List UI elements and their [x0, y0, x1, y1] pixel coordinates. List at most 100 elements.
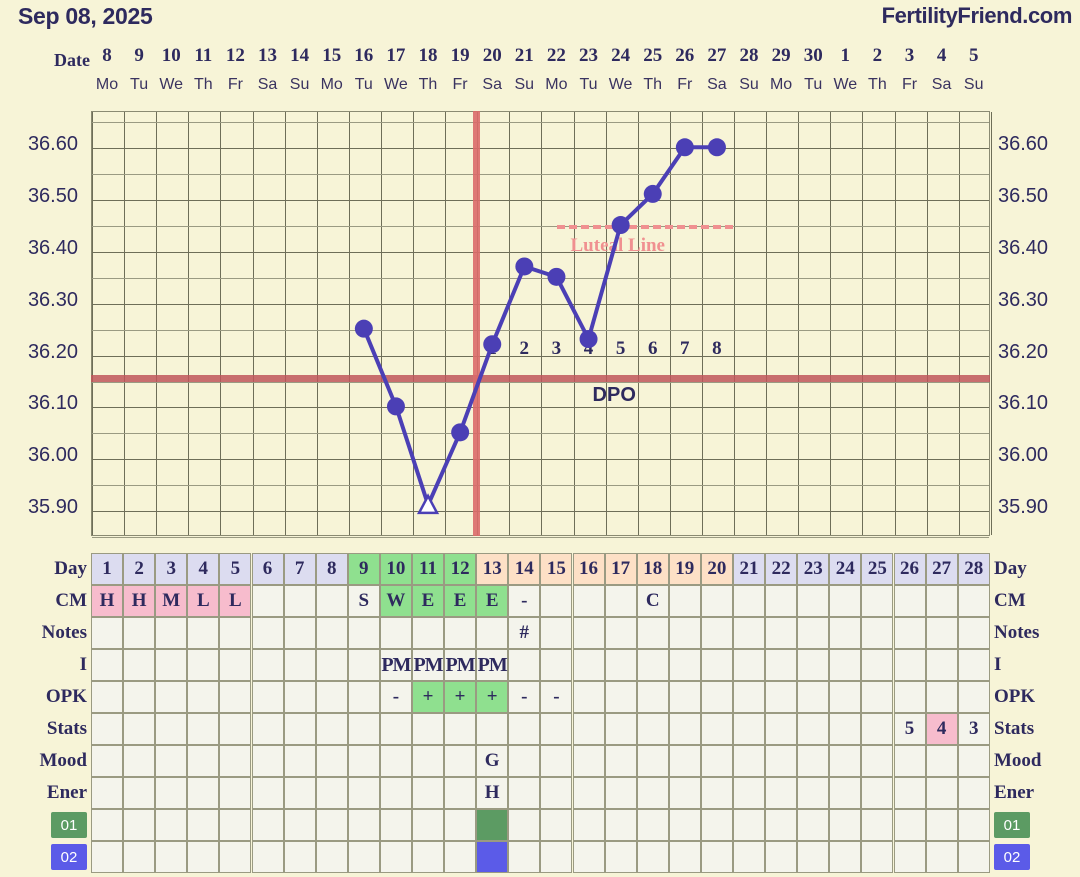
- cm-cell[interactable]: [765, 585, 798, 617]
- opk-cell[interactable]: [251, 681, 284, 713]
- energy-cell[interactable]: [412, 777, 444, 809]
- energy-cell[interactable]: [604, 777, 637, 809]
- band02-cell[interactable]: [251, 841, 284, 873]
- notes-cell[interactable]: [476, 617, 509, 649]
- band01-cell[interactable]: [187, 809, 220, 841]
- day-cell[interactable]: 26: [893, 553, 926, 585]
- cm-cell[interactable]: [251, 585, 284, 617]
- cm-cell[interactable]: [700, 585, 733, 617]
- opk-cell[interactable]: [765, 681, 798, 713]
- energy-cell[interactable]: [572, 777, 605, 809]
- opk-cell[interactable]: -: [379, 681, 412, 713]
- mood-cell[interactable]: [508, 745, 541, 777]
- bbt-point-discarded[interactable]: [416, 493, 440, 515]
- band01-cell[interactable]: [315, 809, 348, 841]
- day-cell[interactable]: 8: [315, 553, 348, 585]
- band02-cell[interactable]: [668, 841, 701, 873]
- intercourse-cell[interactable]: [315, 649, 348, 681]
- opk-cell[interactable]: [604, 681, 637, 713]
- notes-cell[interactable]: [636, 617, 669, 649]
- day-cell[interactable]: 13: [476, 553, 509, 585]
- mood-cell[interactable]: [379, 745, 412, 777]
- notes-cell[interactable]: [379, 617, 412, 649]
- stats-cell[interactable]: [476, 713, 509, 745]
- notes-cell[interactable]: [444, 617, 477, 649]
- band01-cell[interactable]: [700, 809, 733, 841]
- energy-cell[interactable]: [636, 777, 669, 809]
- energy-cell[interactable]: [219, 777, 252, 809]
- notes-cell[interactable]: [187, 617, 220, 649]
- intercourse-cell[interactable]: [91, 649, 123, 681]
- mood-cell[interactable]: [572, 745, 605, 777]
- opk-cell[interactable]: [893, 681, 926, 713]
- stats-cell[interactable]: [797, 713, 830, 745]
- band01-cell[interactable]: [444, 809, 477, 841]
- stats-cell[interactable]: [540, 713, 573, 745]
- opk-cell[interactable]: [733, 681, 765, 713]
- intercourse-cell[interactable]: [251, 649, 284, 681]
- cm-cell[interactable]: W: [379, 585, 412, 617]
- day-cell[interactable]: 24: [829, 553, 862, 585]
- band02-cell[interactable]: [155, 841, 188, 873]
- notes-cell[interactable]: [765, 617, 798, 649]
- intercourse-cell[interactable]: [123, 649, 156, 681]
- mood-cell[interactable]: [861, 745, 894, 777]
- band02-cell[interactable]: [219, 841, 252, 873]
- band02-cell[interactable]: [444, 841, 477, 873]
- band02-cell[interactable]: [829, 841, 862, 873]
- energy-cell[interactable]: [347, 777, 380, 809]
- band02-cell[interactable]: [123, 841, 156, 873]
- notes-cell[interactable]: [700, 617, 733, 649]
- stats-cell[interactable]: [765, 713, 798, 745]
- bbt-point[interactable]: [354, 319, 373, 338]
- stats-cell[interactable]: [283, 713, 316, 745]
- intercourse-cell[interactable]: [925, 649, 958, 681]
- stats-cell[interactable]: [219, 713, 252, 745]
- notes-cell[interactable]: #: [508, 617, 541, 649]
- notes-cell[interactable]: [604, 617, 637, 649]
- stats-cell[interactable]: [347, 713, 380, 745]
- bbt-point[interactable]: [386, 397, 405, 416]
- energy-cell[interactable]: [668, 777, 701, 809]
- intercourse-cell[interactable]: [700, 649, 733, 681]
- band02-cell[interactable]: [508, 841, 541, 873]
- band01-cell[interactable]: [476, 809, 509, 841]
- intercourse-cell[interactable]: [187, 649, 220, 681]
- opk-cell[interactable]: [187, 681, 220, 713]
- opk-cell[interactable]: [91, 681, 123, 713]
- intercourse-cell[interactable]: [283, 649, 316, 681]
- stats-cell[interactable]: [733, 713, 765, 745]
- mood-cell[interactable]: [283, 745, 316, 777]
- stats-cell[interactable]: [508, 713, 541, 745]
- energy-cell[interactable]: [155, 777, 188, 809]
- opk-cell[interactable]: -: [540, 681, 573, 713]
- band01-cell[interactable]: [540, 809, 573, 841]
- band02-cell[interactable]: [187, 841, 220, 873]
- opk-cell[interactable]: [925, 681, 958, 713]
- intercourse-cell[interactable]: [155, 649, 188, 681]
- intercourse-cell[interactable]: [668, 649, 701, 681]
- stats-cell[interactable]: [91, 713, 123, 745]
- cm-cell[interactable]: -: [508, 585, 541, 617]
- mood-cell[interactable]: [829, 745, 862, 777]
- cm-cell[interactable]: [572, 585, 605, 617]
- cm-cell[interactable]: H: [123, 585, 156, 617]
- mood-cell[interactable]: [700, 745, 733, 777]
- intercourse-cell[interactable]: [957, 649, 990, 681]
- band02-cell[interactable]: [893, 841, 926, 873]
- energy-cell[interactable]: [508, 777, 541, 809]
- bbt-point[interactable]: [707, 138, 726, 157]
- mood-cell[interactable]: [444, 745, 477, 777]
- energy-cell[interactable]: [700, 777, 733, 809]
- band02-cell[interactable]: [379, 841, 412, 873]
- band01-cell[interactable]: [572, 809, 605, 841]
- band01-cell[interactable]: [861, 809, 894, 841]
- cm-cell[interactable]: E: [476, 585, 509, 617]
- band02-cell[interactable]: [925, 841, 958, 873]
- cm-cell[interactable]: [283, 585, 316, 617]
- day-cell[interactable]: 11: [412, 553, 444, 585]
- day-cell[interactable]: 28: [957, 553, 990, 585]
- cm-cell[interactable]: [829, 585, 862, 617]
- band02-cell[interactable]: [765, 841, 798, 873]
- mood-cell[interactable]: [155, 745, 188, 777]
